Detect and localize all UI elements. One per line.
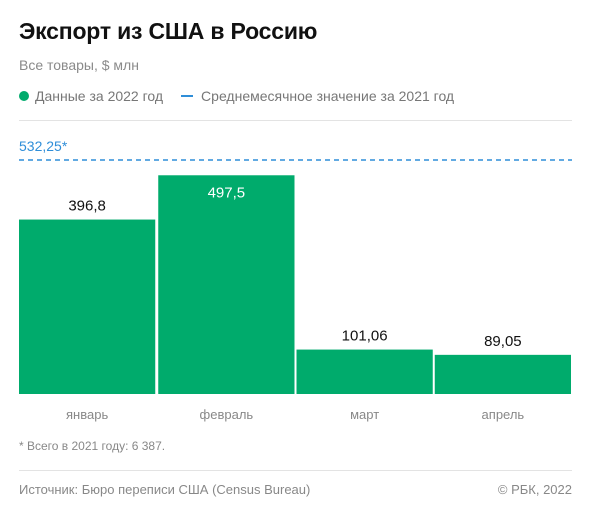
source-text: Источник: Бюро переписи США (Census Bure… <box>19 482 311 497</box>
bar-chart: 532,25* 396,8 январь 497,5 февраль 101,06 март… <box>19 138 572 422</box>
bar <box>296 349 433 394</box>
legend-average-marker <box>181 95 194 97</box>
bar <box>434 354 571 394</box>
copyright-text: © РБК, 2022 <box>497 482 572 497</box>
chart-subtitle: Все товары, $ млн <box>19 57 139 73</box>
x-tick-label: январь <box>66 407 108 422</box>
chart-title: Экспорт из США в Россию <box>19 18 318 44</box>
legend-series-marker <box>19 91 29 101</box>
bar-value-label: 396,8 <box>68 198 106 215</box>
x-tick-label: февраль <box>200 407 254 422</box>
bar <box>158 175 295 394</box>
footnote: * Всего в 2021 году: 6 387. <box>19 439 166 453</box>
average-line-label: 532,25* <box>19 138 68 154</box>
legend-series-label: Данные за 2022 год <box>35 88 164 104</box>
bar-value-label: 497,5 <box>208 184 246 201</box>
x-tick-label: апрель <box>482 407 525 422</box>
bar-value-label: 89,05 <box>484 333 522 350</box>
top-divider <box>19 120 572 121</box>
legend: Данные за 2022 год Среднемесячное значен… <box>19 88 454 104</box>
x-tick-label: март <box>350 407 379 422</box>
bar-value-label: 101,06 <box>342 328 388 345</box>
legend-average-label: Среднемесячное значение за 2021 год <box>201 88 455 104</box>
bottom-divider <box>19 470 572 471</box>
bar <box>19 219 156 394</box>
